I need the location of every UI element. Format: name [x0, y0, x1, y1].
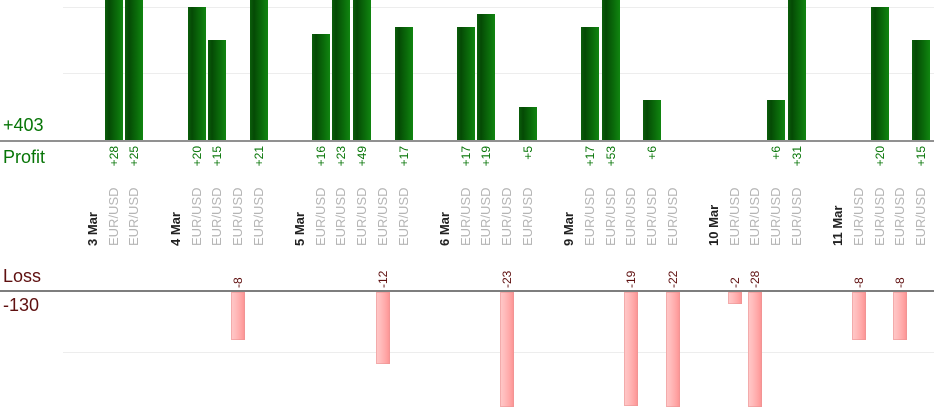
- loss-total: -130: [3, 295, 40, 315]
- symbol-label: EUR/USD: [913, 187, 928, 246]
- profit-bar: [125, 0, 144, 140]
- symbol-label: EUR/USD: [478, 187, 494, 246]
- date-label: 10 Mar: [706, 204, 721, 246]
- date-label: 11 Mar: [830, 205, 846, 246]
- symbol-label: EUR/USD: [209, 187, 225, 246]
- profit-bar: [912, 40, 930, 140]
- profit-bar: [104, 0, 123, 140]
- profit-bar: [580, 26, 599, 140]
- profit-bar: [456, 26, 475, 140]
- loss-axis-title: Loss: [3, 266, 42, 286]
- profit-bar: [787, 0, 806, 140]
- loss-bar: [665, 292, 680, 407]
- symbol-label: EUR/USD: [519, 187, 535, 246]
- profit-total: +403: [3, 115, 44, 135]
- loss-bar: [893, 292, 908, 340]
- profit-axis-line: [0, 140, 934, 142]
- symbol-label: EUR/USD: [312, 187, 328, 246]
- profit-plot: [0, 0, 934, 140]
- symbol-label: EUR/USD: [623, 187, 639, 246]
- symbol-label: EUR/USD: [850, 187, 866, 246]
- date-label: 6 Mar: [436, 212, 452, 246]
- profit-axis-title: Profit: [3, 147, 46, 167]
- profit-bar: [477, 13, 496, 140]
- symbol-label: EUR/USD: [374, 187, 390, 246]
- date-label: 4 Mar: [167, 212, 183, 246]
- profit-bar: [249, 0, 268, 140]
- profit-bar: [187, 7, 206, 140]
- symbol-label: EUR/USD: [726, 187, 742, 246]
- date-label: 5 Mar: [292, 212, 307, 246]
- loss-bar: [624, 292, 639, 406]
- symbol-label: EUR/USD: [602, 187, 618, 246]
- symbol-label: EUR/USD: [581, 187, 597, 246]
- loss-bar: [375, 292, 390, 364]
- symbol-label: EUR/USD: [229, 187, 245, 246]
- profit-bar: [208, 40, 227, 140]
- profit-bar: [767, 100, 786, 140]
- symbol-label: EUR/USD: [892, 187, 908, 246]
- symbol-label: EUR/USD: [354, 187, 370, 246]
- symbol-label: EUR/USD: [457, 187, 473, 246]
- symbol-label: EUR/USD: [747, 187, 763, 246]
- loss-bar: [230, 292, 245, 340]
- profit-bar: [518, 106, 537, 140]
- loss-bar: [748, 292, 763, 407]
- profit-bar: [642, 100, 661, 140]
- symbol-label: EUR/USD: [126, 187, 142, 246]
- symbol-label: EUR/USD: [768, 187, 784, 246]
- date-label: 3 Mar: [85, 212, 100, 246]
- symbol-label: EUR/USD: [333, 187, 349, 246]
- date-label: 9 Mar: [561, 212, 577, 246]
- profit-bar: [601, 0, 620, 140]
- loss-bar: [727, 292, 742, 304]
- loss-axis-line: [0, 290, 934, 292]
- profit-gridline-10: [63, 73, 934, 74]
- symbol-label: EUR/USD: [188, 187, 204, 246]
- symbol-label: EUR/USD: [788, 187, 804, 246]
- symbol-label: EUR/USD: [499, 187, 514, 246]
- profit-bar: [311, 33, 330, 140]
- profit-bar: [870, 7, 889, 140]
- profit-gridline-20: [63, 7, 934, 8]
- loss-plot: [0, 292, 934, 407]
- symbol-label: EUR/USD: [643, 187, 659, 246]
- profit-bar: [332, 0, 351, 140]
- loss-gridline-10: [63, 352, 934, 353]
- loss-bar: [500, 292, 514, 407]
- symbol-label: EUR/USD: [250, 187, 266, 246]
- profit-bar: [394, 26, 413, 140]
- symbol-label: EUR/USD: [871, 187, 887, 246]
- symbol-label: EUR/USD: [105, 187, 121, 246]
- symbol-label: EUR/USD: [395, 187, 411, 246]
- loss-bar: [851, 292, 866, 340]
- symbol-label: EUR/USD: [664, 187, 680, 246]
- profit-bar: [353, 0, 372, 140]
